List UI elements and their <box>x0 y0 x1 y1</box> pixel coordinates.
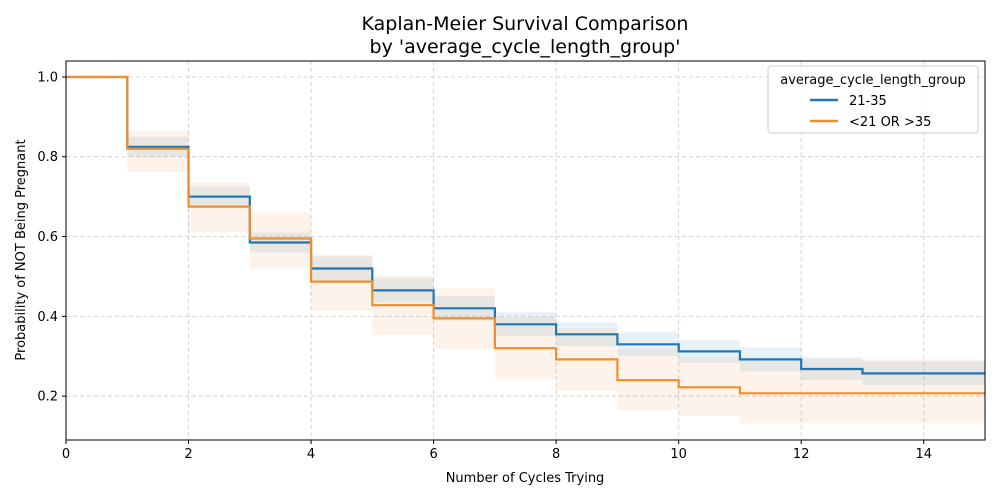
axis-ticks: 0 2 4 6 8 10 12 14 0.2 0.4 0.6 0.8 1.0 <box>37 70 932 462</box>
y-tick-label: 0.2 <box>37 390 58 405</box>
chart-subtitle: by 'average_cycle_length_group' <box>370 36 681 58</box>
x-tick-label: 10 <box>670 447 687 462</box>
x-tick-label: 4 <box>307 447 315 462</box>
y-tick-label: 1.0 <box>37 70 58 85</box>
survival-line-series-1 <box>66 75 985 395</box>
y-tick-label: 0.8 <box>37 150 58 165</box>
legend-label-lt21-or-gt35: <21 OR >35 <box>849 115 931 130</box>
chart-title: Kaplan-Meier Survival Comparison <box>362 13 689 35</box>
legend-label-21-35: 21-35 <box>849 94 887 109</box>
survival-lines <box>66 75 985 395</box>
y-tick-label: 0.6 <box>37 230 58 245</box>
legend: average_cycle_length_group 21-35 <21 OR … <box>767 65 979 134</box>
x-axis-label: Number of Cycles Trying <box>446 471 605 486</box>
x-tick-label: 14 <box>915 447 932 462</box>
x-tick-label: 12 <box>793 447 810 462</box>
legend-box <box>767 65 979 134</box>
x-tick-label: 0 <box>62 447 70 462</box>
legend-title: average_cycle_length_group <box>780 73 966 88</box>
survival-line-series-0 <box>66 75 985 375</box>
y-tick-label: 0.4 <box>37 310 58 325</box>
y-axis-label: Probability of NOT Being Pregnant <box>14 139 29 360</box>
x-tick-label: 8 <box>552 447 560 462</box>
plot-area-frame <box>65 60 986 441</box>
ci-band-series-1 <box>66 77 985 424</box>
x-tick-label: 2 <box>184 447 192 462</box>
x-tick-label: 6 <box>429 447 437 462</box>
